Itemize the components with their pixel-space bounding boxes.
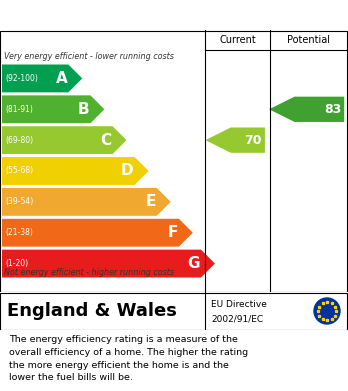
Polygon shape (2, 65, 82, 92)
Text: (1-20): (1-20) (5, 259, 28, 268)
Text: Very energy efficient - lower running costs: Very energy efficient - lower running co… (4, 52, 174, 61)
Text: D: D (121, 163, 134, 179)
Text: EU Directive: EU Directive (211, 300, 267, 308)
Polygon shape (205, 127, 265, 153)
Text: Not energy efficient - higher running costs: Not energy efficient - higher running co… (4, 268, 174, 277)
Polygon shape (2, 126, 126, 154)
Text: Current: Current (219, 35, 256, 45)
Text: 2002/91/EC: 2002/91/EC (211, 314, 263, 323)
Text: The energy efficiency rating is a measure of the
overall efficiency of a home. T: The energy efficiency rating is a measur… (9, 335, 248, 382)
Text: Potential: Potential (287, 35, 331, 45)
Text: (39-54): (39-54) (5, 197, 33, 206)
Text: E: E (145, 194, 156, 209)
Polygon shape (2, 219, 193, 247)
Polygon shape (2, 157, 149, 185)
Polygon shape (2, 249, 215, 278)
Text: G: G (188, 256, 200, 271)
Text: 83: 83 (324, 103, 341, 116)
Circle shape (314, 298, 340, 324)
Polygon shape (2, 95, 104, 123)
Text: C: C (101, 133, 112, 148)
Text: England & Wales: England & Wales (7, 302, 177, 320)
Text: A: A (56, 71, 67, 86)
Text: (55-68): (55-68) (5, 167, 33, 176)
Text: B: B (78, 102, 89, 117)
Text: (81-91): (81-91) (5, 105, 33, 114)
Text: (21-38): (21-38) (5, 228, 33, 237)
Text: (69-80): (69-80) (5, 136, 33, 145)
Text: (92-100): (92-100) (5, 74, 38, 83)
Text: 70: 70 (244, 134, 262, 147)
Polygon shape (2, 188, 171, 216)
Text: Energy Efficiency Rating: Energy Efficiency Rating (9, 7, 211, 22)
Text: F: F (167, 225, 178, 240)
Polygon shape (269, 97, 344, 122)
